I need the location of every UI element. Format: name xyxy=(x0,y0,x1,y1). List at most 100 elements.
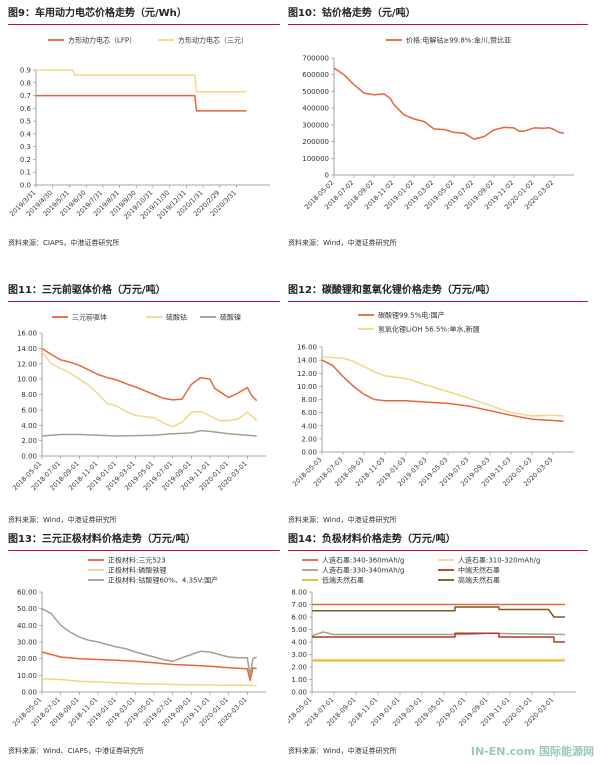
y-tick-label: 200000 xyxy=(302,138,329,146)
legend-label: 正极材料:磷酸铁锂 xyxy=(108,566,166,575)
chart-svg: 0.00 2.00 4.00 6.00 8.00 10.00 12.00 14.00 16.00… xyxy=(11,313,266,492)
chart-title: 图11：三元前驱体价格（万元/吨） xyxy=(8,283,280,302)
chart-source: 资料来源：Wind，中港证券研究所 xyxy=(8,516,117,524)
chart-panel-f11: 图11：三元前驱体价格（万元/吨） 0.00 2.00 4.00 6.00 8.00 10… xyxy=(8,283,280,529)
y-tick-label: 0 xyxy=(325,172,329,180)
y-tick-label: 16.00 xyxy=(297,344,317,352)
legend-label: 正极材料:三元523 xyxy=(108,556,166,565)
chart-svg: 0.00.10.20.30.40.50.60.70.80.92019/3/312… xyxy=(8,36,270,221)
series-line xyxy=(41,429,257,437)
y-tick-label: 0.00 xyxy=(291,689,307,697)
series-line xyxy=(333,67,565,140)
y-tick-label: 0.6 xyxy=(20,105,32,113)
legend-label: 方形动力电芯（LFP） xyxy=(68,36,136,45)
series-line xyxy=(41,651,257,682)
chart-title: 图9：车用动力电芯价格走势（元/Wh） xyxy=(8,6,280,25)
legend-label: 三元前驱体 xyxy=(72,313,107,322)
y-tick-label: 100000 xyxy=(302,155,329,163)
chart-svg: 0.0010.0020.0030.0040.0050.0060.002018-0… xyxy=(11,556,266,728)
y-tick-label: 0.2 xyxy=(20,156,31,164)
y-tick-label: 4.00 xyxy=(301,422,317,430)
series-line xyxy=(312,632,565,643)
chart-source: 资料来源：Wind、CIAPS，中港证券研究所 xyxy=(8,747,144,755)
series-line xyxy=(321,356,564,417)
series-line xyxy=(41,677,257,687)
legend-label: 方形动力电芯（三元） xyxy=(178,36,248,45)
y-tick-label: 6.00 xyxy=(301,409,317,417)
chart-title: 图14：负极材料价格走势（万元/吨） xyxy=(288,532,588,551)
y-tick-label: 4.00 xyxy=(21,422,37,430)
legend-label: 正极材料:钴酸锂60%、4.35V:国产 xyxy=(108,576,218,585)
y-tick-label: 40.00 xyxy=(17,622,37,630)
chart-panel-f14: 图14：负极材料价格走势（万元/吨） 0.00 1.00 2.00 3.00 4.00 5… xyxy=(288,532,588,760)
y-tick-label: 10.00 xyxy=(17,672,37,680)
y-tick-label: 8.00 xyxy=(21,391,37,399)
legend-label: 硫酸镍 xyxy=(220,313,241,322)
y-tick-label: 6.00 xyxy=(21,406,37,414)
y-tick-label: 600000 xyxy=(302,71,329,79)
chart-title: 图12：碳酸锂和氢氧化锂价格走势（万元/吨） xyxy=(288,283,588,302)
y-tick-label: 3.00 xyxy=(291,651,307,659)
y-tick-label: 0.00 xyxy=(21,689,37,697)
y-tick-label: 400000 xyxy=(302,105,329,113)
y-tick-label: 0.00 xyxy=(301,449,317,457)
y-tick-label: 0.00 xyxy=(21,453,37,461)
series-line xyxy=(312,606,565,618)
y-tick-label: 5.00 xyxy=(291,626,307,634)
chart-panel-f9: 图9：车用动力电芯价格走势（元/Wh） 0.0 0.1 0.2 0.3 0.4 0.5 0.… xyxy=(8,6,280,253)
y-tick-label: 0.4 xyxy=(20,130,32,138)
y-tick-label: 0.8 xyxy=(20,79,31,87)
legend-label: 高端天然石墨 xyxy=(458,576,500,585)
chart-panel-f12: 图12：碳酸锂和氢氧化锂价格走势（万元/吨） 0.00 2.00 4.00 6.00 8… xyxy=(288,283,588,529)
chart-source: 资料来源：Wind，中港证券研究所 xyxy=(288,516,397,524)
y-tick-label: 2.00 xyxy=(21,437,37,445)
y-tick-label: 12.00 xyxy=(297,370,317,378)
y-tick-label: 4.00 xyxy=(291,639,307,647)
y-tick-label: 10.00 xyxy=(297,383,317,391)
y-tick-label: 7.00 xyxy=(291,601,307,609)
y-tick-label: 8.00 xyxy=(301,396,317,404)
chart-source: 资料来源：CIAPS，中港证券研究所 xyxy=(8,239,120,247)
series-line xyxy=(311,631,566,637)
series-line xyxy=(41,608,258,677)
y-tick-label: 300000 xyxy=(302,121,329,129)
y-tick-label: 0.9 xyxy=(20,67,31,75)
y-tick-label: 2.00 xyxy=(301,435,317,443)
y-tick-label: 700000 xyxy=(302,55,329,63)
y-tick-label: 0.7 xyxy=(20,92,31,100)
chart-svg: 0.00 2.00 4.00 6.00 8.00 10.00 12.00 14.00 16.00… xyxy=(291,311,574,488)
series-line xyxy=(41,351,258,428)
chart-source: 资料来源：Wind，中港证券研究所 xyxy=(288,239,397,247)
y-tick-label: 0.5 xyxy=(20,118,31,126)
y-tick-label: 500000 xyxy=(302,88,329,96)
chart-title: 图10：钴价格走势（元/吨） xyxy=(288,6,588,25)
y-tick-label: 12.00 xyxy=(17,360,37,368)
legend-label: 人造石墨:340-360mAh/g xyxy=(322,556,404,565)
series-line xyxy=(36,69,247,93)
y-tick-label: 0.0 xyxy=(20,182,31,190)
watermark: IN-EN.com 国际能源网 xyxy=(470,745,594,758)
y-tick-label: 0.1 xyxy=(20,169,31,177)
y-tick-label: 16.00 xyxy=(17,330,37,338)
chart-panel-f13: 图13：三元正极材料价格走势（万元/吨） 0.00 10.00 20.00 30.00… xyxy=(8,532,280,760)
legend-label: 中端天然石墨 xyxy=(458,566,500,575)
y-tick-label: 8.00 xyxy=(291,589,307,597)
y-tick-label: 20.00 xyxy=(17,655,37,663)
y-tick-label: 30.00 xyxy=(17,639,37,647)
legend-label: 碳酸锂99.5%电:国产 xyxy=(378,311,445,320)
legend-label: 氢氧化锂LiOH 56.5%:单水,新疆 xyxy=(378,325,480,334)
y-tick-label: 2.00 xyxy=(291,664,307,672)
chart-svg: 0 100000 200000 300000 400000 500000 600000 700… xyxy=(302,36,574,211)
y-tick-label: 10.00 xyxy=(17,376,37,384)
y-tick-label: 60.00 xyxy=(17,589,37,597)
y-tick-label: 50.00 xyxy=(17,605,37,613)
chart-svg: 0.001.002.003.004.005.006.007.008.002018… xyxy=(288,556,576,728)
legend-label: 人造石墨:310-320mAh/g xyxy=(458,556,540,565)
legend-label: 价格:电解钴≥99.8%:金川,赞比亚 xyxy=(406,36,511,45)
legend-label: 低端天然石墨 xyxy=(322,576,364,585)
legend-label: 人造石墨:330-340mAh/g xyxy=(322,566,404,575)
chart-title: 图13：三元正极材料价格走势（万元/吨） xyxy=(8,532,280,551)
y-tick-label: 14.00 xyxy=(17,345,37,353)
series-line xyxy=(41,347,258,402)
y-tick-label: 14.00 xyxy=(297,357,317,365)
